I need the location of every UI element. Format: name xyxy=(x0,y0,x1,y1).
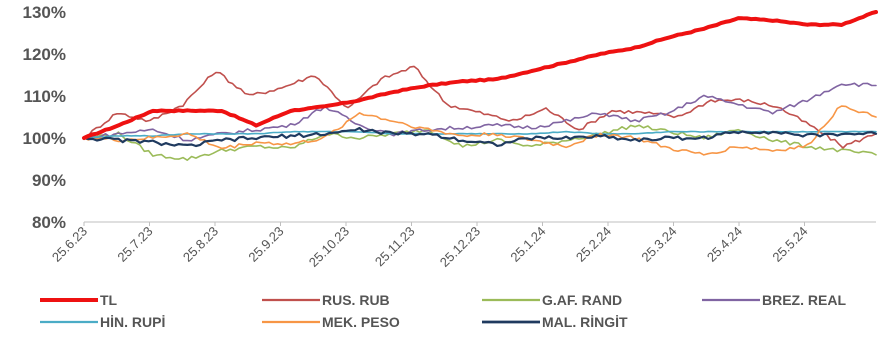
legend: TL RUS. RUB G.AF. RAND BREZ. REAL HİN. RUPİ M… xyxy=(40,292,846,330)
x-tick-label: 25.2.24 xyxy=(573,224,614,265)
y-tick-label: 120% xyxy=(23,45,66,64)
series-lines xyxy=(82,10,878,161)
legend-label: G.AF. RAND xyxy=(542,292,622,308)
y-tick-label: 90% xyxy=(32,171,66,190)
x-tick-label: 25.3.24 xyxy=(638,224,679,265)
legend-label: RUS. RUB xyxy=(322,292,390,308)
x-axis: 25.6.23 25.7.23 25.8.23 25.9.23 25.10.23 25.1… xyxy=(49,221,876,270)
x-tick-label: 25.9.23 xyxy=(245,224,286,265)
x-tick-label: 25.1.24 xyxy=(507,224,548,265)
legend-label: TL xyxy=(100,292,118,308)
x-tick-label: 25.12.23 xyxy=(437,224,483,270)
x-tick-label: 25.5.24 xyxy=(769,224,810,265)
series-line-1 xyxy=(83,65,877,149)
x-tick-label: 25.11.23 xyxy=(372,224,418,270)
x-tick-label: 25.10.23 xyxy=(306,224,352,270)
x-tick-label: 25.7.23 xyxy=(114,224,155,265)
y-tick-label: 100% xyxy=(23,129,66,148)
y-tick-label: 130% xyxy=(23,3,66,22)
legend-label: MAL. RİNGİT xyxy=(542,314,628,330)
y-tick-label: 80% xyxy=(32,213,66,232)
series-line-6 xyxy=(82,126,878,148)
y-tick-label: 110% xyxy=(23,87,66,106)
legend-label: MEK. PESO xyxy=(322,314,400,330)
legend-label: BREZ. REAL xyxy=(762,292,846,308)
series-line-5 xyxy=(83,105,877,156)
y-axis: 80% 90% 100% 110% 120% 130% xyxy=(23,3,66,232)
legend-label: HİN. RUPİ xyxy=(100,314,165,330)
x-tick-label: 25.8.23 xyxy=(180,224,221,265)
x-tick-label: 25.4.24 xyxy=(704,224,745,265)
series-line-0 xyxy=(82,10,878,140)
